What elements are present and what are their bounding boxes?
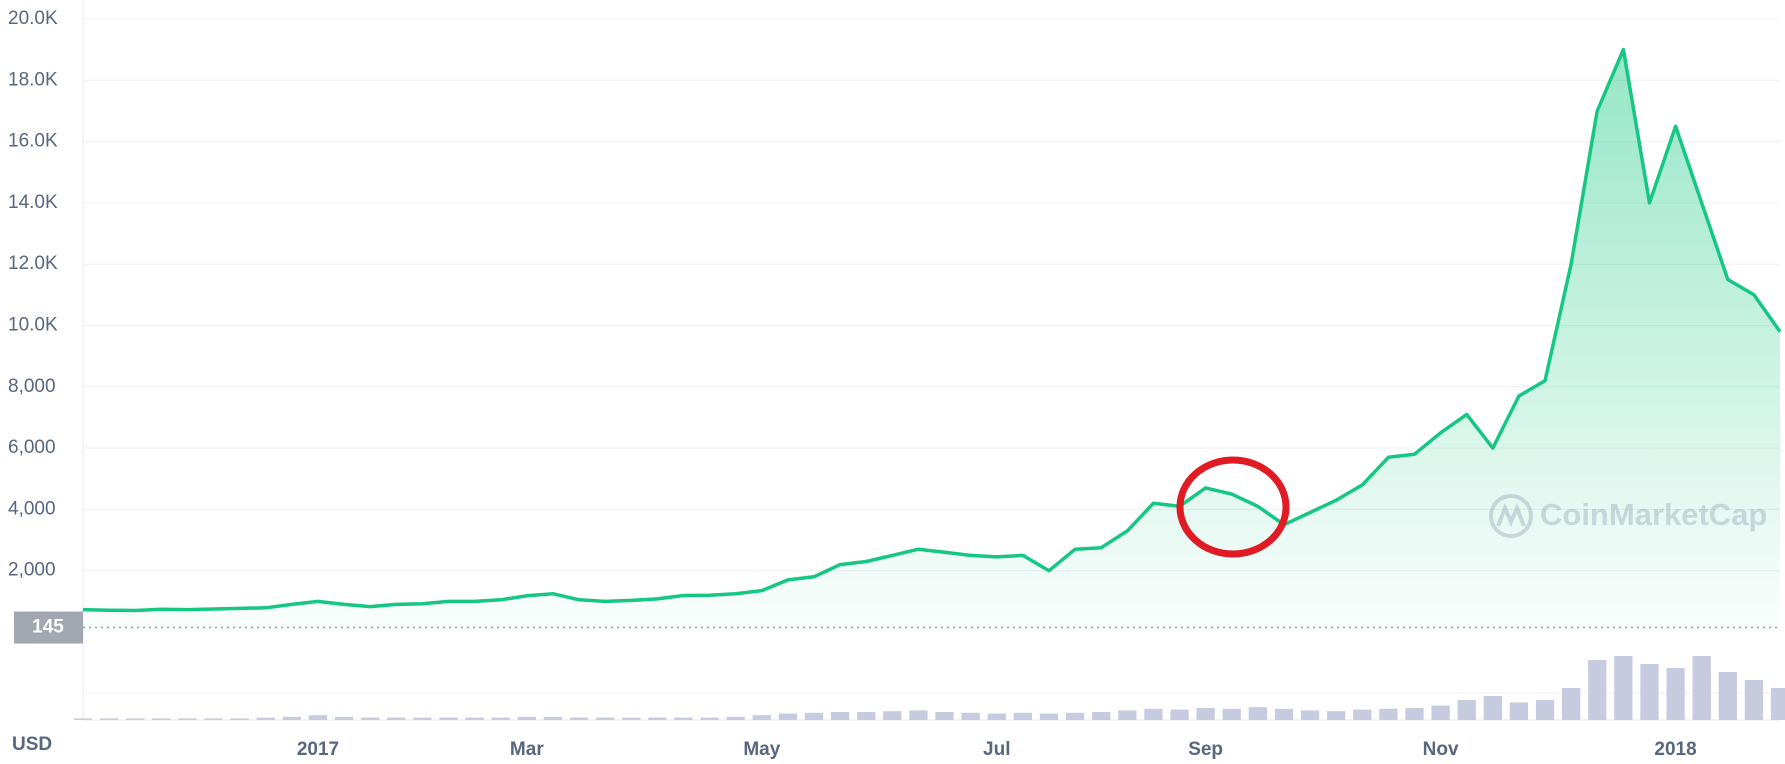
y-tick-label: 18.0K <box>8 69 58 90</box>
volume-bar <box>1718 672 1737 720</box>
y-tick-label: 6,000 <box>8 437 56 458</box>
volume-bar <box>1483 696 1502 720</box>
volume-bar <box>1353 709 1372 720</box>
volume-bar <box>1274 708 1294 720</box>
volume-bar <box>413 717 432 720</box>
highlight-circle <box>1176 456 1290 558</box>
volume-bar <box>830 712 850 720</box>
volume-bar <box>1535 700 1555 720</box>
volume-bar <box>99 718 119 720</box>
volume-bar <box>1065 712 1085 720</box>
volume-bar <box>1770 688 1785 720</box>
volume-bar <box>1248 707 1267 720</box>
volume-bar <box>648 717 667 720</box>
volume-bar <box>1640 664 1659 720</box>
plot-layer: 2,000 4,000 6,000 8,000 10.0K 12.0K 14.0K 16.0K… <box>8 0 1785 760</box>
volume-bar <box>752 715 771 720</box>
volume-bar <box>387 717 406 720</box>
volume-bar <box>178 718 197 720</box>
volume-bar <box>987 713 1006 720</box>
volume-bar <box>152 718 171 720</box>
volume-bar <box>935 712 954 720</box>
volume-bar <box>308 715 328 720</box>
volume-bar <box>726 716 745 720</box>
x-tick-label: Jul <box>983 739 1010 760</box>
volume-bar <box>517 716 536 720</box>
volume-bar <box>1144 708 1163 720</box>
volume-bar <box>1744 680 1764 720</box>
volume-bar <box>1457 700 1476 720</box>
volume-bar <box>1692 656 1711 720</box>
volume-bar <box>282 716 301 720</box>
volume-bar <box>73 718 93 720</box>
price-area <box>83 49 1780 633</box>
price-line <box>82 47 1782 613</box>
volume-bar <box>857 712 876 720</box>
volume-bar <box>1039 713 1059 720</box>
volume-bar <box>334 716 354 720</box>
watermark-text: CoinMarketCap <box>1540 497 1767 532</box>
volume-bar <box>1196 708 1215 720</box>
volume-bar <box>1092 712 1111 720</box>
x-tick-label: Mar <box>510 739 544 760</box>
x-tick-label: Sep <box>1188 739 1223 760</box>
x-tick-label: Nov <box>1423 739 1459 760</box>
volume-bar <box>961 712 980 720</box>
volume-bar <box>1562 688 1581 720</box>
y-tick-label: 4,000 <box>8 498 56 519</box>
volume-bar <box>1300 710 1320 720</box>
y-tick-label: 8,000 <box>8 376 56 397</box>
y-tick-label: 20.0K <box>8 8 58 29</box>
volume-bar <box>204 718 223 720</box>
volume-bar <box>1327 711 1346 720</box>
volume-bar <box>569 717 589 720</box>
volume-bar <box>230 718 249 720</box>
y-tick-label: 14.0K <box>8 192 58 213</box>
watermark: CoinMarketCap <box>1489 494 1767 538</box>
volume-bar <box>1222 708 1241 720</box>
volume-bar <box>1614 656 1633 720</box>
y-tick-label: 12.0K <box>8 253 58 274</box>
y-tick-label: 16.0K <box>8 131 58 152</box>
currency-label: USD <box>12 734 52 755</box>
volume-bar <box>126 718 145 720</box>
y-tick-label: 10.0K <box>8 315 58 336</box>
current-price-label: 145 <box>32 617 64 638</box>
volume-bar <box>1379 708 1398 720</box>
y-tick-label: 2,000 <box>8 560 56 581</box>
volume-bar <box>543 716 563 720</box>
volume-bar <box>778 713 798 720</box>
volume-bar <box>361 717 380 720</box>
volume-bar <box>491 717 510 720</box>
current-price-box <box>14 611 83 644</box>
x-tick-label: 2017 <box>297 739 339 760</box>
volume-bar <box>596 717 615 720</box>
volume-bar <box>1170 709 1189 720</box>
watermark-logo-mark <box>1496 502 1526 528</box>
volume-bar <box>1118 710 1137 720</box>
volume-bar <box>465 717 484 720</box>
volume-bar <box>1588 660 1607 720</box>
volume-bar <box>622 717 641 720</box>
x-tick-label: 2018 <box>1654 739 1696 760</box>
volume-bar <box>674 717 693 720</box>
volume-bar <box>1666 668 1685 720</box>
volume-bar <box>804 712 824 720</box>
volume-bar <box>1405 708 1424 720</box>
volume-bar <box>439 717 458 720</box>
volume-bar <box>1431 705 1450 720</box>
volume-bar <box>1509 702 1529 720</box>
x-tick-label: May <box>743 739 780 760</box>
volume-bar <box>883 711 902 720</box>
volume-bar <box>256 717 275 720</box>
volume-bar <box>700 717 719 720</box>
volume-bar <box>909 710 928 720</box>
volume-bar <box>1013 712 1033 720</box>
watermark-logo <box>1489 494 1533 538</box>
